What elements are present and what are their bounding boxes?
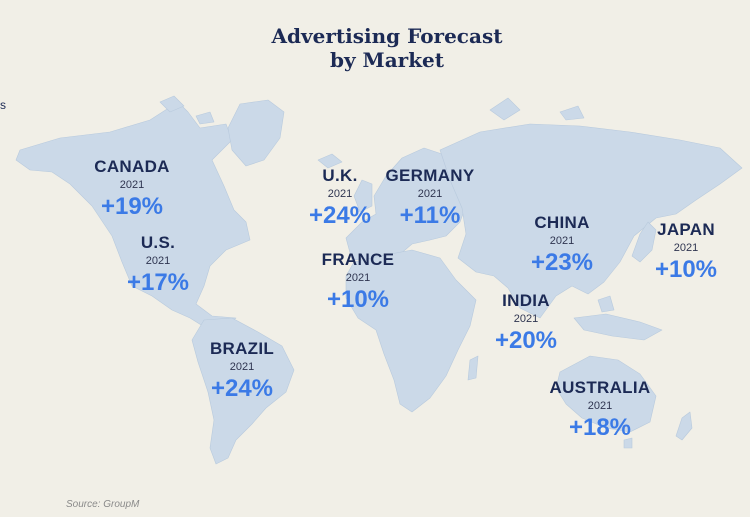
market-australia: AUSTRALIA 2021 +18% [520,378,680,442]
market-year: 2021 [229,361,255,373]
africa-landmass [345,249,477,413]
market-name: U.K. [322,166,358,185]
market-name: FRANCE [321,250,395,269]
cut-off-text: s [0,98,6,112]
market-name: INDIA [502,291,550,310]
market-france: FRANCE 2021 +10% [278,250,438,314]
madagascar [467,355,479,381]
market-india: INDIA 2021 +20% [446,291,606,355]
market-name: JAPAN [657,220,715,239]
market-name: BRAZIL [209,339,275,358]
market-growth: +10% [326,286,390,313]
market-germany: GERMANY 2021 +11% [350,166,510,230]
north-america-landmass [15,101,251,329]
market-year: 2021 [145,255,171,267]
market-year: 2021 [513,313,539,325]
title-line-2: by Market [329,48,445,72]
market-name: CHINA [534,213,590,232]
market-name: GERMANY [385,166,475,185]
arctic-islands [159,95,215,125]
market-uk: U.K. 2021 +24% [260,166,420,230]
market-year: 2021 [417,188,443,200]
market-growth: +24% [308,202,372,229]
market-growth: +24% [210,375,274,402]
market-growth: +20% [494,327,558,354]
market-name: CANADA [94,157,170,176]
market-growth: +19% [100,193,164,220]
market-growth: +17% [126,269,190,296]
market-name: AUSTRALIA [549,378,651,397]
market-year: 2021 [673,242,699,254]
south-america-landmass [191,317,295,465]
new-zealand [675,411,693,441]
source-note: Source: GroupM [66,499,140,510]
greenland-landmass [227,99,285,167]
market-name: U.S. [140,233,176,252]
market-year: 2021 [549,235,575,247]
chart-title: Advertising Forecast by Market [0,24,750,72]
australia-landmass [555,355,657,433]
market-japan: JAPAN 2021 +10% [606,220,750,284]
market-year: 2021 [587,400,613,412]
market-year: 2021 [119,179,145,191]
british-isles [353,179,373,213]
market-canada: CANADA 2021 +19% [52,157,212,221]
market-year: 2021 [345,272,371,284]
iceland [317,153,343,169]
title-line-1: Advertising Forecast [271,24,503,48]
arctic-asia-islands [489,97,585,121]
market-growth: +23% [530,249,594,276]
market-brazil: BRAZIL 2021 +24% [162,339,322,403]
tasmania [623,437,633,449]
market-growth: +11% [399,202,461,229]
market-growth: +18% [568,414,632,441]
japan-islands [631,221,657,263]
market-growth: +10% [654,256,718,283]
southeast-asia-islands [573,295,663,341]
market-china: CHINA 2021 +23% [482,213,642,277]
market-us: U.S. 2021 +17% [78,233,238,297]
asia-landmass [439,123,743,319]
market-year: 2021 [327,188,353,200]
